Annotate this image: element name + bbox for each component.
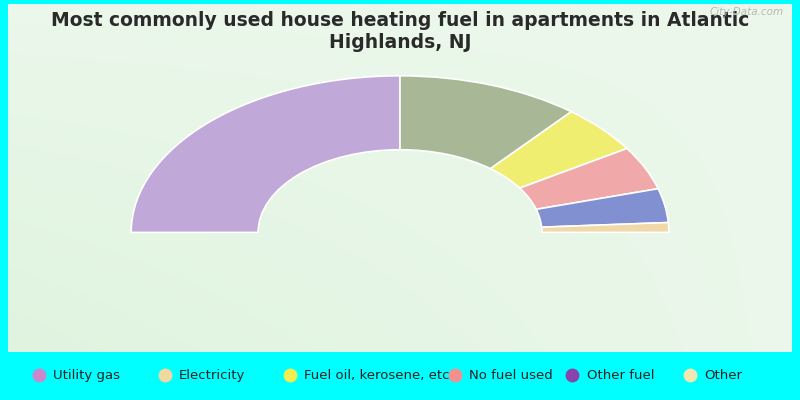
Wedge shape xyxy=(131,76,400,232)
Wedge shape xyxy=(542,222,669,232)
Wedge shape xyxy=(490,112,627,188)
Wedge shape xyxy=(536,189,668,227)
Text: Electricity: Electricity xyxy=(179,368,246,382)
Wedge shape xyxy=(520,148,658,209)
Text: Utility gas: Utility gas xyxy=(54,368,121,382)
Text: Other fuel: Other fuel xyxy=(586,368,654,382)
Wedge shape xyxy=(400,76,571,169)
Text: City-Data.com: City-Data.com xyxy=(710,8,784,18)
Text: Other: Other xyxy=(704,368,742,382)
Text: No fuel used: No fuel used xyxy=(469,368,553,382)
Text: Most commonly used house heating fuel in apartments in Atlantic Highlands, NJ: Most commonly used house heating fuel in… xyxy=(51,10,749,52)
Text: Fuel oil, kerosene, etc.: Fuel oil, kerosene, etc. xyxy=(304,368,454,382)
